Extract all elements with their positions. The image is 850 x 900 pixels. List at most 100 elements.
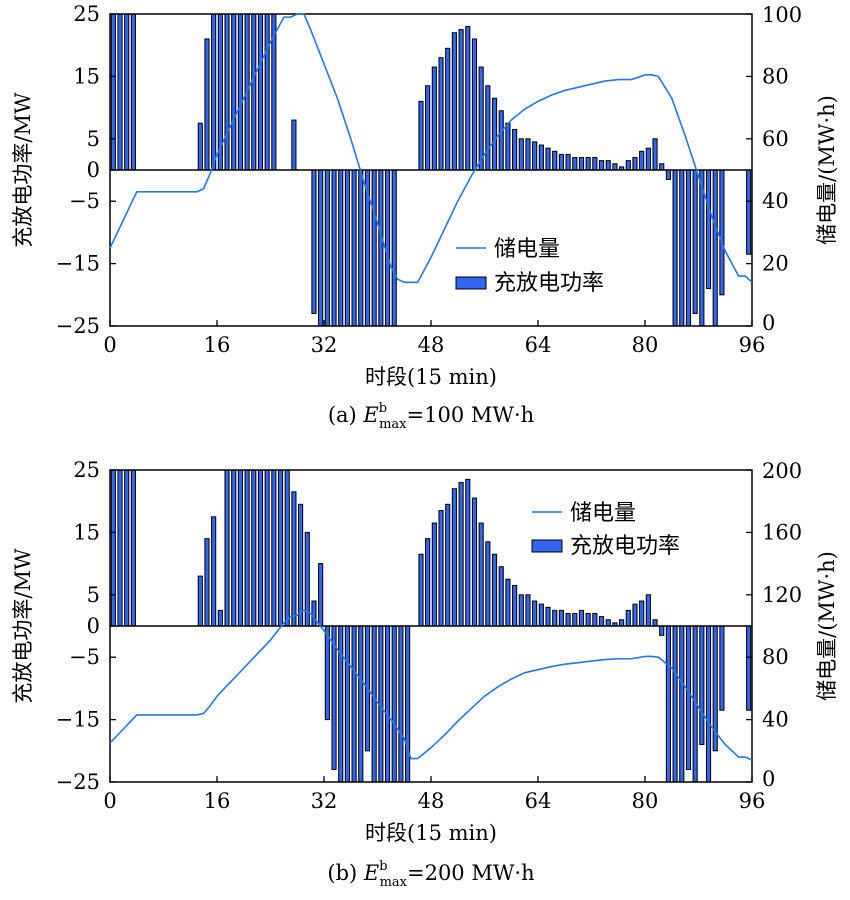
power-bar — [431, 522, 437, 627]
panel-caption: (b) Eb max=200 MW·h — [327, 859, 534, 890]
legend-bar-swatch — [455, 276, 487, 290]
power-bar — [498, 110, 504, 171]
power-bar — [217, 609, 223, 627]
power-bar — [679, 625, 685, 783]
power-bar — [110, 469, 116, 627]
power-bar — [331, 169, 337, 327]
power-bar — [538, 603, 544, 627]
power-bar — [237, 469, 243, 627]
y-left-tick-label: −25 — [56, 314, 100, 338]
power-bar — [485, 541, 491, 627]
y-right-axis-label: 储电量/(MW·h) — [815, 95, 839, 245]
y-left-tick-label: 25 — [73, 458, 100, 482]
power-bar — [491, 553, 498, 627]
y-left-tick-label: −15 — [56, 252, 100, 276]
y-left-tick-label: 0 — [87, 158, 100, 182]
power-bar — [458, 29, 464, 171]
power-bar — [324, 169, 330, 327]
power-bar — [512, 584, 518, 627]
power-bar — [438, 510, 444, 627]
line-series-storage — [109, 609, 753, 761]
power-bar — [625, 160, 631, 171]
power-bar — [445, 503, 451, 627]
x-tick-label: 64 — [525, 789, 552, 813]
x-tick-label: 80 — [632, 789, 659, 813]
legend-bar-label: 充放电功率 — [570, 534, 680, 559]
power-bar — [124, 469, 130, 627]
power-bar — [130, 469, 136, 627]
power-bar — [257, 13, 264, 171]
panel-a: 25 15 5 0 −5 −15 −25 100 80 60 40 20 0 0… — [11, 2, 839, 432]
power-bar — [558, 609, 564, 627]
power-bar — [418, 553, 424, 627]
power-bar — [264, 13, 270, 171]
x-tick-label: 16 — [204, 789, 231, 813]
power-bar — [378, 169, 384, 327]
y-right-tick-label: 100 — [762, 3, 802, 27]
y-right-axis-label: 储电量/(MW·h) — [815, 551, 839, 701]
power-bar — [585, 157, 591, 171]
y-right-tick-label: 160 — [762, 520, 802, 544]
power-bar — [344, 169, 350, 327]
power-bar — [358, 169, 364, 327]
power-bar — [665, 169, 671, 180]
power-bar — [291, 491, 297, 627]
power-bar — [351, 625, 357, 783]
x-tick-label: 16 — [204, 333, 231, 357]
power-bar — [485, 85, 491, 171]
power-bar — [552, 150, 558, 171]
power-bar — [645, 147, 651, 171]
power-bar — [251, 469, 257, 627]
y-right-tick-label: 60 — [762, 127, 789, 151]
power-bar — [344, 625, 350, 783]
x-tick-label: 96 — [739, 789, 766, 813]
power-bar — [518, 594, 524, 627]
power-bar — [699, 625, 705, 746]
panel-caption: (a) Eb max=100 MW·h — [328, 401, 534, 432]
power-bar — [578, 609, 585, 627]
power-bar — [197, 122, 203, 171]
power-bar — [578, 157, 585, 171]
x-tick-label: 96 — [739, 333, 766, 357]
power-bar — [572, 157, 578, 171]
power-bar — [425, 538, 431, 627]
y-left-tick-label: 15 — [73, 64, 100, 88]
power-bar — [465, 478, 471, 627]
power-bar — [431, 66, 437, 171]
power-bar — [665, 625, 671, 783]
power-bar — [231, 13, 237, 171]
y-left-tick-label: 0 — [87, 614, 100, 638]
power-bar — [652, 138, 658, 171]
tick-marks — [109, 469, 753, 783]
power-bar — [458, 481, 464, 627]
power-bar — [672, 625, 678, 783]
power-bar — [598, 616, 605, 627]
x-tick-label: 48 — [418, 789, 445, 813]
power-bar — [117, 469, 123, 627]
power-bar — [465, 25, 471, 171]
power-bar — [338, 169, 344, 327]
power-bar — [652, 619, 658, 627]
power-bar — [237, 13, 243, 171]
y-right-tick-label: 0 — [762, 767, 775, 791]
power-bar — [685, 169, 692, 327]
power-bar — [699, 169, 705, 327]
power-bar — [318, 563, 324, 627]
power-bar — [318, 169, 324, 327]
power-bar — [451, 488, 457, 627]
y-left-axis-label: 充放电功率/MW — [11, 548, 35, 704]
power-bar — [545, 147, 551, 171]
power-bar — [451, 32, 457, 171]
power-bar — [491, 97, 498, 171]
power-bar — [204, 538, 210, 627]
legend-bar-label: 充放电功率 — [494, 271, 604, 296]
power-bar — [565, 613, 571, 627]
power-bar — [391, 169, 397, 327]
power-bar — [659, 163, 665, 171]
power-bar — [284, 469, 290, 627]
power-bar — [585, 613, 591, 627]
power-bar — [418, 100, 424, 171]
power-bar — [257, 469, 264, 627]
power-bar — [445, 47, 451, 171]
